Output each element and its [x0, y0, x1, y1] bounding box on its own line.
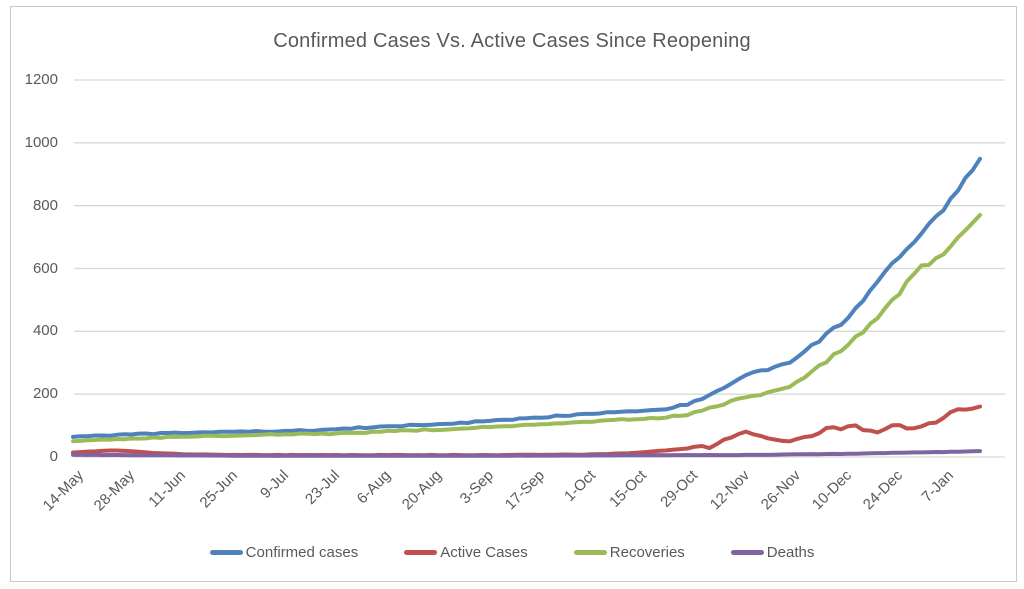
y-tick-label-400: 400: [32, 322, 58, 340]
legend-item-recoveries: Recoveries: [573, 544, 685, 561]
legend-marker-confirmed-cases: [209, 550, 243, 555]
legend-item-active-cases: Active Cases: [404, 544, 528, 561]
legend-marker-recoveries: [573, 550, 607, 555]
gridlines: [74, 79, 1005, 458]
y-tick-label-800: 800: [32, 196, 58, 214]
legend-item-confirmed-cases: Confirmed cases: [209, 544, 359, 561]
legend-label-confirmed-cases: Confirmed cases: [245, 544, 359, 561]
chart-window-border: [10, 6, 1017, 582]
chart-title: Confirmed Cases Vs. Active Cases Since R…: [273, 30, 751, 52]
series-line-deaths: [71, 449, 982, 458]
legend-marker-active-cases: [404, 550, 438, 555]
legend-marker-deaths: [730, 550, 764, 555]
series-line-confirmed-cases: [71, 156, 982, 439]
series-line-recoveries: [71, 213, 982, 444]
y-tick-label-1200: 1200: [24, 71, 58, 88]
y-tick-label-1000: 1000: [24, 133, 58, 151]
legend: Confirmed cases Active Cases Recoveries …: [0, 544, 1024, 561]
y-tick-label-200: 200: [32, 385, 58, 403]
legend-label-active-cases: Active Cases: [440, 544, 528, 561]
y-tick-label-600: 600: [32, 259, 58, 277]
legend-item-deaths: Deaths: [730, 544, 815, 561]
y-tick-label-0: 0: [49, 448, 58, 465]
legend-label-deaths: Deaths: [766, 544, 815, 561]
legend-label-recoveries: Recoveries: [609, 544, 685, 561]
